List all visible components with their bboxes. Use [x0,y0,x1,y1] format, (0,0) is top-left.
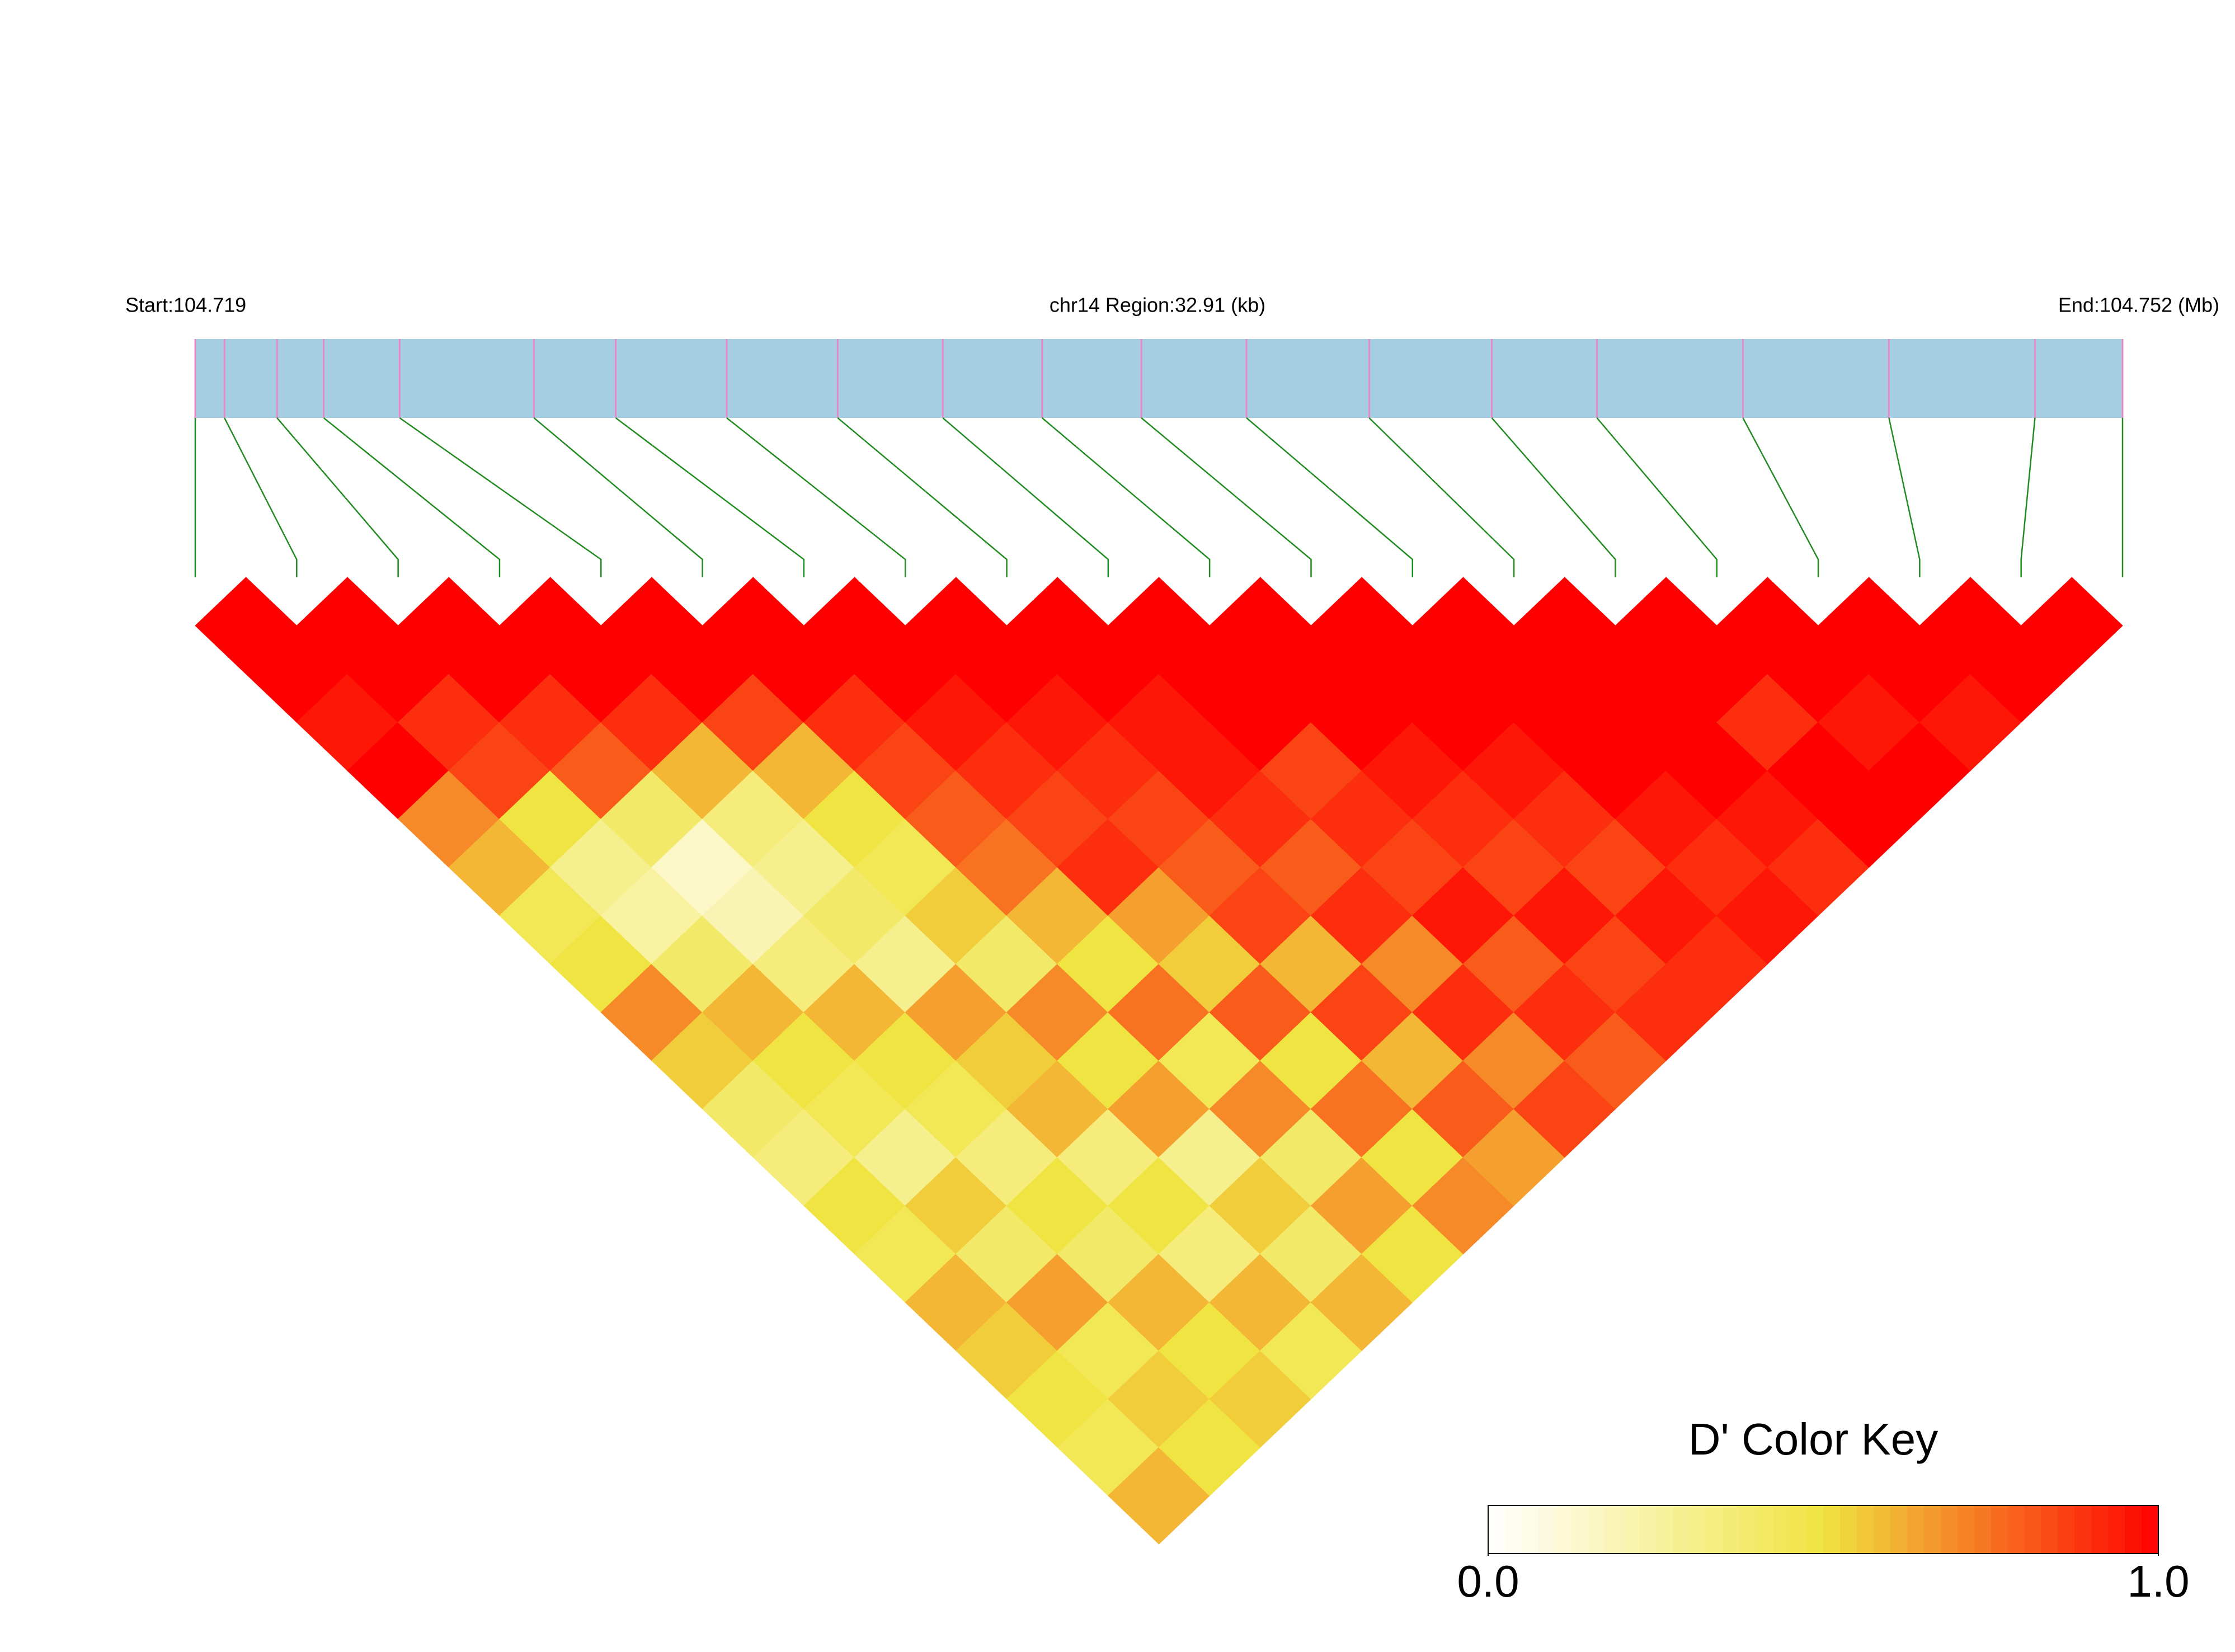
key-swatch [2007,1505,2025,1554]
key-swatch [1723,1505,1740,1554]
key-swatch [1773,1505,1790,1554]
key-swatch [1571,1505,1589,1554]
snp-link [615,417,805,577]
key-swatch [1605,1505,1623,1554]
region-bar [195,339,2123,418]
snp-link [1596,417,1718,577]
snp-link [837,417,1008,577]
snp-link [2020,417,2036,577]
key-swatch [2058,1505,2075,1554]
key-swatch [1940,1505,1958,1554]
key-swatch [1756,1505,1773,1554]
snp-link [276,417,399,577]
snp-link [1246,417,1414,577]
snp-link [224,417,298,577]
key-swatch [2024,1505,2041,1554]
key-swatch [1588,1505,1606,1554]
key-swatch [1839,1505,1857,1554]
color-key-title: D' Color Key [1688,1414,1938,1464]
snp-link [533,417,703,577]
key-frame [1488,1505,2159,1554]
snp-link [1888,417,1921,577]
key-swatch [1488,1505,1505,1554]
key-swatch [1538,1505,1556,1554]
key-swatch [1790,1505,1807,1554]
key-swatch [2074,1505,2092,1554]
start-label: Start:104.719 [125,294,246,317]
key-swatch [2041,1505,2058,1554]
key-swatch [1706,1505,1723,1554]
key-tick-label: 1.0 [2127,1556,2189,1606]
snp-link [942,417,1109,577]
key-swatch [2142,1505,2159,1554]
key-swatch [1991,1505,2008,1554]
snp-link [1368,417,1515,577]
snp-link [1141,417,1312,577]
key-swatch [1806,1505,1824,1554]
snp-link [323,417,501,577]
key-swatch [1521,1505,1539,1554]
key-swatch [2108,1505,2125,1554]
key-swatch [1672,1505,1690,1554]
key-swatch [1622,1505,1640,1554]
key-swatch [2091,1505,2109,1554]
key-swatch [1739,1505,1757,1554]
end-label: End:104.752 (Mb) [2058,294,2219,317]
snp-link [726,417,906,577]
key-swatch [1974,1505,1991,1554]
snp-link [1742,417,1819,577]
key-swatch [1655,1505,1673,1554]
key-swatch [1555,1505,1573,1554]
key-swatch [2125,1505,2142,1554]
key-swatch [1957,1505,1975,1554]
key-tick-label: 0.0 [1457,1556,1519,1606]
key-swatch [1823,1505,1841,1554]
key-swatch [1873,1505,1891,1554]
key-swatch [1890,1505,1908,1554]
snp-link [399,417,602,577]
key-swatch [1689,1505,1706,1554]
key-swatch [1923,1505,1941,1554]
key-swatch [1907,1505,1925,1554]
ld-cell [2020,577,2123,675]
snp-link [1041,417,1211,577]
snp-link [1491,417,1616,577]
key-swatch [1504,1505,1522,1554]
region-label: chr14 Region:32.91 (kb) [1050,294,1265,317]
key-swatch [1639,1505,1656,1554]
key-swatch [1856,1505,1874,1554]
